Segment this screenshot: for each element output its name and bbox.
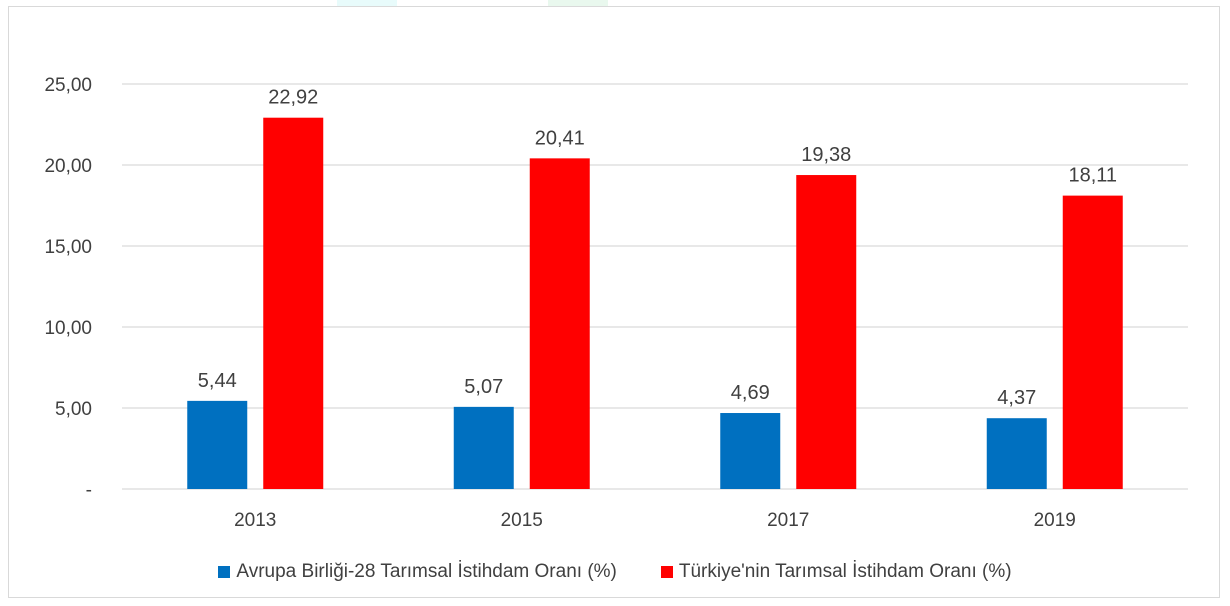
data-label-turkey-2019: 18,11 <box>1068 165 1117 187</box>
bar-eu-2015 <box>453 406 514 489</box>
bar-turkey-2013 <box>263 117 324 490</box>
data-label-turkey-2015: 20,41 <box>535 127 585 149</box>
chart-frame <box>8 6 1220 598</box>
y-tick-label: 20,00 <box>44 156 92 177</box>
bar-eu-2013 <box>187 400 248 489</box>
decorative-cyan-strip <box>337 0 397 6</box>
data-label-eu-2013: 5,44 <box>198 370 237 392</box>
data-label-eu-2017: 4,69 <box>731 382 770 404</box>
legend-item-turkey: Türkiye'nin Tarımsal İstihdam Oranı (%) <box>660 561 1012 583</box>
y-tick-label: 25,00 <box>44 75 92 96</box>
y-tick-label: 5,00 <box>55 399 92 420</box>
legend-swatch-turkey <box>660 566 673 578</box>
y-tick-label: 15,00 <box>44 237 92 258</box>
data-label-turkey-2017: 19,38 <box>801 144 851 166</box>
bar-eu-2019 <box>986 418 1047 489</box>
x-axis-tick-labels: 2013 2015 2017 2019 <box>234 510 1076 531</box>
x-tick-label: 2019 <box>1034 510 1076 531</box>
y-tick-label: - <box>86 480 92 501</box>
x-tick-label: 2017 <box>767 510 809 531</box>
x-tick-label: 2015 <box>501 510 543 531</box>
x-tick-label: 2013 <box>234 510 276 531</box>
data-labels: 5,44 22,92 5,07 20,41 4,69 19,38 4,37 18,11 <box>198 87 1117 410</box>
legend-label-turkey: Türkiye'nin Tarımsal İstihdam Oranı (%) <box>678 561 1012 582</box>
legend-item-eu: Avrupa Birliği-28 Tarımsal İstihdam Oran… <box>218 561 617 583</box>
bar-turkey-2017 <box>796 175 857 489</box>
legend-swatch-eu <box>218 566 231 578</box>
legend-label-eu: Avrupa Birliği-28 Tarımsal İstihdam Oran… <box>236 561 617 582</box>
y-tick-label: 10,00 <box>44 318 92 339</box>
bar-turkey-2015 <box>529 158 590 489</box>
data-label-eu-2019: 4,37 <box>997 387 1036 409</box>
data-label-eu-2015: 5,07 <box>464 376 503 398</box>
legend: Avrupa Birliği-28 Tarımsal İstihdam Oran… <box>0 561 1230 583</box>
decorative-green-strip <box>548 0 608 6</box>
bar-eu-2017 <box>720 413 781 489</box>
data-label-turkey-2013: 22,92 <box>268 87 318 109</box>
y-axis-tick-labels: - 5,00 10,00 15,00 20,00 25,00 <box>44 75 92 501</box>
bars <box>187 117 1123 490</box>
bar-turkey-2019 <box>1062 195 1123 490</box>
